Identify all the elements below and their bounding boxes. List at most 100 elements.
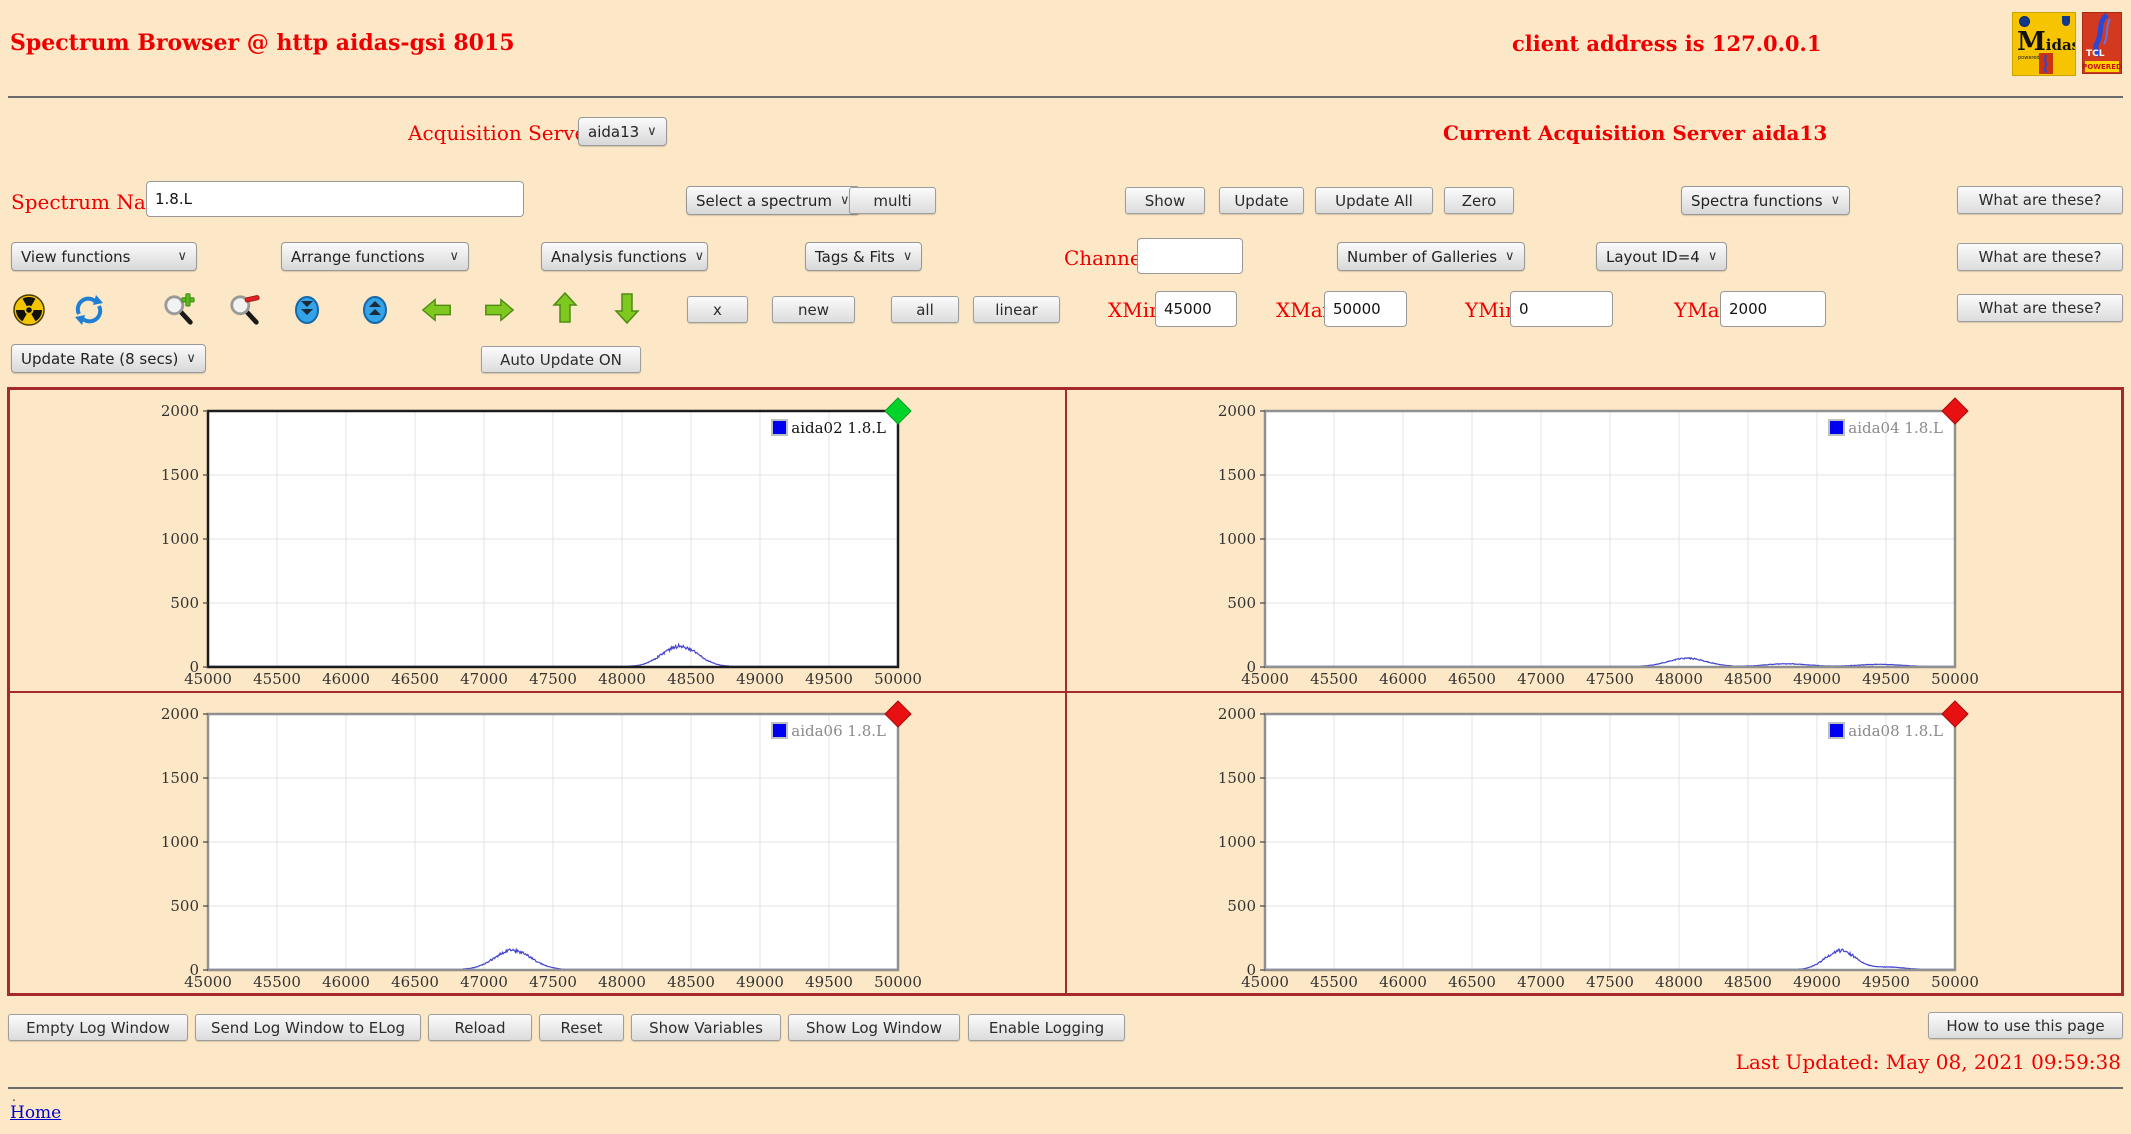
spectrum-name-input[interactable] [146, 181, 524, 217]
reset-button[interactable]: Reset [539, 1014, 624, 1041]
acquisition-server-select[interactable]: aida13 ∨ [578, 117, 667, 146]
gallery-panel-aida08[interactable]: 0 500 1000 1500 2000 45000 45500 46000 46500 4700… [1065, 691, 2122, 996]
spectrum-chart-aida08[interactable]: 0 500 1000 1500 2000 45000 45500 46000 46500 4700… [1207, 699, 1978, 996]
update-all-button[interactable]: Update All [1315, 187, 1433, 214]
spectrum-chart-aida06[interactable]: 0 500 1000 1500 2000 45000 45500 46000 46500 4700… [150, 699, 922, 996]
svg-text:49500: 49500 [1862, 973, 1910, 991]
svg-text:47500: 47500 [1586, 973, 1634, 991]
midas-logo[interactable]: Midas powered by [2012, 12, 2076, 76]
zoom-in-icon[interactable] [162, 292, 196, 328]
chevron-down-icon: ∨ [177, 249, 187, 264]
svg-text:48500: 48500 [1724, 973, 1772, 991]
tcl-logo-text: TCL [2086, 49, 2105, 59]
spectra-functions-value: Spectra functions [1691, 191, 1823, 210]
svg-text:46000: 46000 [1379, 670, 1427, 688]
arrange-functions-select[interactable]: Arrange functions ∨ [281, 242, 469, 271]
what-are-these-button-1[interactable]: What are these? [1957, 186, 2123, 214]
svg-text:47000: 47000 [460, 670, 508, 688]
zoom-out-icon[interactable] [228, 292, 262, 328]
radiation-icon[interactable] [12, 292, 46, 328]
spectra-functions-select[interactable]: Spectra functions ∨ [1681, 186, 1851, 215]
svg-text:47500: 47500 [529, 973, 577, 991]
svg-text:aida08 1.8.L: aida08 1.8.L [1848, 722, 1943, 740]
analysis-functions-value: Analysis functions [551, 247, 687, 266]
svg-text:aida06 1.8.L: aida06 1.8.L [791, 722, 886, 740]
tags-fits-select[interactable]: Tags & Fits ∨ [805, 242, 923, 271]
xmin-input[interactable] [1155, 291, 1237, 327]
svg-text:0: 0 [1246, 961, 1256, 979]
gallery-panel-aida04[interactable]: 0 500 1000 1500 2000 45000 45500 46000 46500 4700… [1065, 389, 2122, 693]
ymax-input[interactable] [1720, 291, 1826, 327]
enable-logging-button[interactable]: Enable Logging [968, 1014, 1125, 1041]
gallery-panel-aida02[interactable]: 0 500 1000 1500 2000 45000 45500 46000 46500 4700… [9, 389, 1066, 692]
channel-input[interactable] [1137, 238, 1243, 274]
svg-text:47000: 47000 [460, 973, 508, 991]
svg-text:47500: 47500 [529, 670, 577, 688]
number-of-galleries-value: Number of Galleries [1347, 247, 1498, 266]
chevron-down-icon: ∨ [1830, 193, 1841, 208]
svg-text:45500: 45500 [253, 973, 301, 991]
xmax-input[interactable] [1324, 291, 1407, 327]
show-variables-button[interactable]: Show Variables [631, 1014, 781, 1041]
svg-text:2000: 2000 [161, 402, 199, 420]
update-rate-value: Update Rate (8 secs) [21, 349, 179, 368]
x-axis-button[interactable]: x [687, 296, 748, 323]
spectrum-chart-aida04[interactable]: 0 500 1000 1500 2000 45000 45500 46000 46500 4700… [1207, 397, 1978, 693]
arrow-right-icon[interactable] [482, 292, 516, 328]
svg-text:0: 0 [189, 658, 199, 676]
new-button[interactable]: new [772, 296, 855, 323]
show-button[interactable]: Show [1125, 187, 1205, 214]
scroll-up-icon[interactable] [358, 292, 392, 328]
home-link[interactable]: Home [10, 1103, 62, 1123]
arrow-down-icon[interactable] [610, 290, 644, 326]
gallery-panel-aida06[interactable]: 0 500 1000 1500 2000 45000 45500 46000 46500 4700… [9, 691, 1066, 996]
scroll-down-icon[interactable] [290, 292, 324, 328]
send-log-window-to-elog-button[interactable]: Send Log Window to ELog [195, 1014, 421, 1041]
reload-button[interactable]: Reload [428, 1014, 532, 1041]
svg-text:0: 0 [189, 961, 199, 979]
svg-text:1500: 1500 [161, 769, 199, 787]
empty-log-window-button[interactable]: Empty Log Window [8, 1014, 188, 1041]
acquisition-servers-label: Acquisition Servers [408, 121, 607, 145]
what-are-these-button-3[interactable]: What are these? [1957, 294, 2123, 322]
svg-text:48500: 48500 [1724, 670, 1772, 688]
auto-update-button[interactable]: Auto Update ON [481, 346, 641, 373]
tags-fits-value: Tags & Fits [815, 247, 895, 266]
svg-text:2000: 2000 [1217, 705, 1255, 723]
layout-id-select[interactable]: Layout ID=4 ∨ [1596, 242, 1728, 271]
svg-text:49000: 49000 [736, 670, 784, 688]
refresh-icon[interactable] [72, 292, 106, 328]
svg-text:46000: 46000 [322, 973, 370, 991]
ymin-input[interactable] [1510, 291, 1613, 327]
what-are-these-button-2[interactable]: What are these? [1957, 243, 2123, 271]
svg-text:46000: 46000 [1379, 973, 1427, 991]
linear-button[interactable]: linear [973, 296, 1060, 323]
tcl-powered-band: POWERED [2082, 61, 2122, 72]
svg-text:49500: 49500 [1862, 670, 1910, 688]
show-log-window-button[interactable]: Show Log Window [788, 1014, 960, 1041]
svg-text:45000: 45000 [1241, 973, 1289, 991]
svg-text:49500: 49500 [805, 670, 853, 688]
number-of-galleries-select[interactable]: Number of Galleries ∨ [1337, 242, 1525, 271]
svg-text:49000: 49000 [736, 973, 784, 991]
view-functions-select[interactable]: View functions ∨ [11, 242, 197, 271]
svg-text:500: 500 [170, 897, 199, 915]
svg-text:49500: 49500 [805, 973, 853, 991]
update-rate-select[interactable]: Update Rate (8 secs) ∨ [11, 344, 206, 373]
page-title: Spectrum Browser @ http aidas-gsi 8015 [10, 30, 515, 56]
update-button[interactable]: Update [1219, 187, 1304, 214]
multi-button[interactable]: multi [849, 187, 936, 214]
all-button[interactable]: all [891, 296, 959, 323]
tcl-feather-icon [2093, 13, 2111, 58]
zero-button[interactable]: Zero [1444, 187, 1514, 214]
tcl-powered-logo[interactable]: TCL POWERED [2082, 12, 2122, 74]
spectrum-chart-aida02[interactable]: 0 500 1000 1500 2000 45000 45500 46000 46500 4700… [150, 397, 922, 693]
layout-id-value: Layout ID=4 [1606, 247, 1700, 266]
svg-text:46500: 46500 [391, 973, 439, 991]
select-a-spectrum-select[interactable]: Select a spectrum ∨ [686, 186, 860, 215]
how-to-use-this-page-button[interactable]: How to use this page [1928, 1012, 2123, 1039]
arrow-left-icon[interactable] [420, 292, 454, 328]
analysis-functions-select[interactable]: Analysis functions ∨ [541, 242, 708, 271]
arrow-up-icon[interactable] [548, 290, 582, 326]
svg-text:49000: 49000 [1793, 973, 1841, 991]
